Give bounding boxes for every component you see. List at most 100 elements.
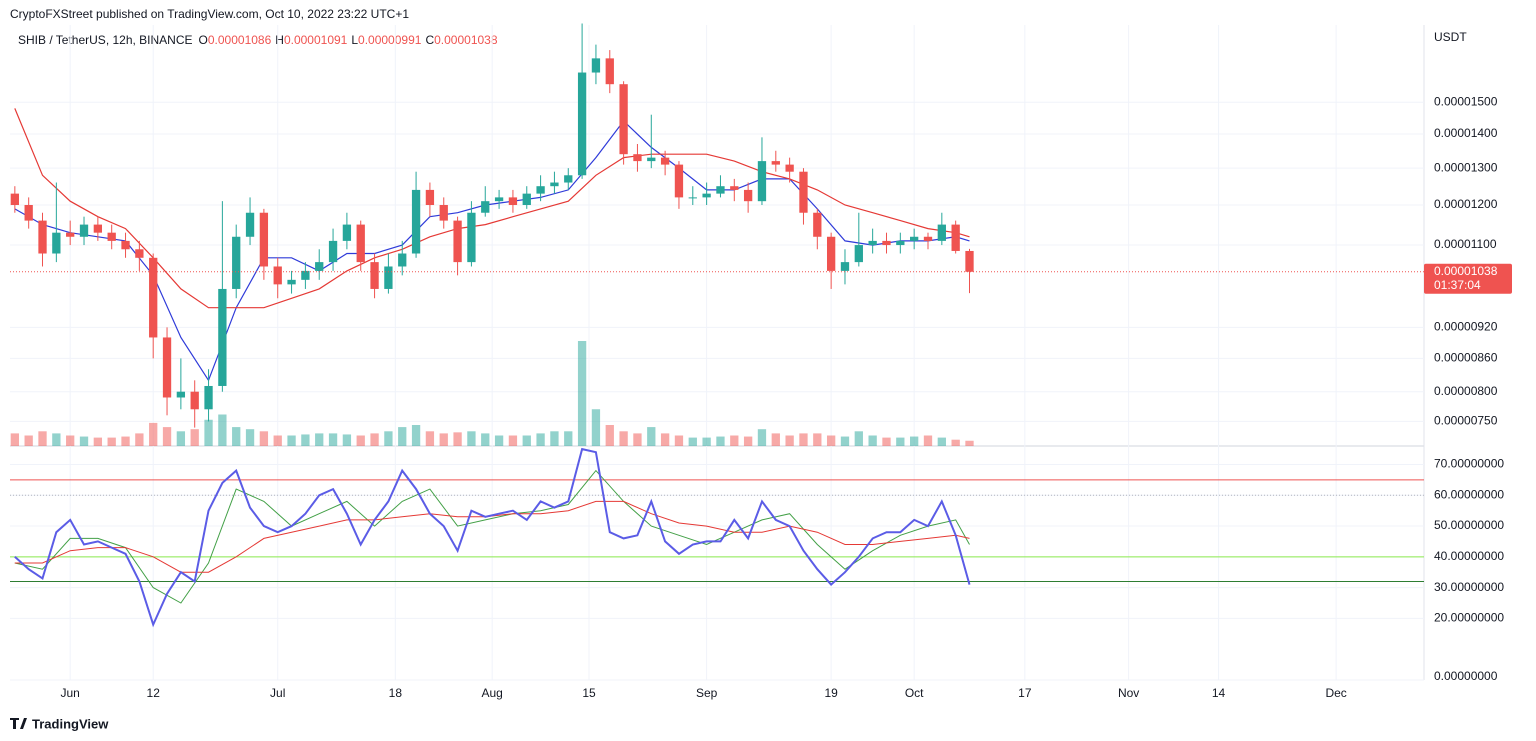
candle-body (439, 204, 448, 221)
candle-body (467, 212, 476, 263)
candle-body (937, 224, 946, 241)
candle-body (674, 164, 684, 198)
candle-body (882, 240, 891, 246)
candle-body (38, 220, 47, 254)
x-tick-label: Jun (61, 686, 80, 700)
volume-bar (785, 435, 794, 446)
candle-body (688, 197, 697, 199)
legend: SHIB / TetherUS, 12h, BINANCE O0.00001086… (18, 33, 498, 47)
volume-bar (896, 437, 905, 446)
volume-bar (204, 419, 213, 446)
volume-bar (730, 435, 739, 446)
volume-bar (522, 435, 531, 446)
candle-body (522, 193, 531, 205)
rsi-tick-label: 40.00000000 (1434, 549, 1504, 563)
volume-bar (425, 431, 435, 446)
x-tick-label: 15 (582, 686, 596, 700)
x-tick-label: Sep (696, 686, 718, 700)
volume-bar (564, 431, 573, 446)
candle-body (647, 157, 656, 162)
brand: TradingView (10, 716, 109, 731)
volume-bar (232, 427, 241, 446)
candle-body (107, 232, 116, 241)
volume-bar (702, 437, 711, 446)
y-tick-label: 0.00001200 (1434, 197, 1498, 211)
volume-bar (190, 429, 199, 446)
rsi-tick-label: 50.00000000 (1434, 518, 1504, 532)
y-tick-label: 0.00000860 (1434, 351, 1498, 365)
rsi-tick-label: 70.00000000 (1434, 457, 1504, 471)
candle-body (910, 236, 919, 241)
volume-bar (840, 436, 850, 446)
candle-body (162, 337, 172, 398)
volume-bar (79, 436, 89, 446)
candle-body (923, 236, 933, 241)
volume-bar (591, 409, 601, 446)
candle-body (494, 197, 504, 202)
candle-body (273, 266, 282, 285)
candle-body (757, 161, 767, 202)
candle-body (508, 197, 518, 205)
volume-bar (688, 437, 697, 446)
volume-bar (813, 433, 822, 446)
volume-bar (149, 422, 158, 446)
candle-body (218, 288, 227, 386)
candle-body (660, 157, 670, 165)
volume-bar (467, 431, 476, 446)
candle-body (605, 58, 614, 85)
candle-body (771, 161, 780, 165)
volume-bar (439, 433, 448, 446)
y-tick-label: 0.00001400 (1434, 126, 1498, 140)
volume-bar (93, 437, 103, 446)
x-tick-label: 17 (1018, 686, 1032, 700)
price-tag-value: 0.00001038 (1434, 264, 1498, 278)
volume-bar (757, 429, 767, 446)
candle-body (840, 262, 850, 271)
volume-bar (868, 435, 877, 446)
candle-body (730, 186, 739, 190)
legend-value: 0.00001038 (434, 33, 498, 47)
volume-bar (965, 440, 974, 446)
volume-bar (259, 431, 269, 446)
volume-bar (771, 433, 780, 446)
volume-bar (716, 436, 725, 446)
y-tick-label: 0.00000800 (1434, 384, 1498, 398)
candle-body (868, 240, 877, 246)
x-tick-label: Oct (905, 686, 924, 700)
y-tick-label: 0.00000920 (1434, 320, 1498, 334)
volume-bar (121, 436, 130, 446)
candle-body (564, 175, 573, 183)
y-tick-label: 0.00000750 (1434, 414, 1498, 428)
rsi-tick-label: 60.00000000 (1434, 487, 1504, 501)
candle-body (716, 186, 725, 194)
countdown: 01:37:04 (1434, 278, 1481, 292)
candle-body (591, 58, 601, 73)
volume-bar (937, 437, 946, 446)
volume-bar (743, 436, 753, 446)
candle-body (854, 245, 863, 263)
candle-body (245, 212, 255, 237)
volume-bar (135, 433, 144, 446)
x-tick-label: Jul (270, 686, 285, 700)
legend-value: 0.00001086 (208, 33, 272, 47)
x-tick-label: 14 (1212, 686, 1226, 700)
volume-bar (411, 425, 421, 446)
volume-bar (910, 436, 919, 446)
volume-bar (854, 431, 863, 446)
candle-body (785, 164, 794, 172)
x-tick-label: Nov (1118, 686, 1139, 700)
candle-body (190, 391, 199, 410)
volume-bar (633, 433, 642, 446)
moving-average (14, 108, 970, 309)
volume-bar (370, 433, 379, 446)
candle-body (550, 182, 559, 187)
x-tick-label: Aug (481, 686, 502, 700)
volume-bar (453, 432, 462, 446)
candle-body (453, 220, 462, 263)
x-tick-label: 19 (824, 686, 838, 700)
candle-body (633, 154, 642, 162)
candle-body (481, 201, 490, 213)
y-tick-label: 0.00001100 (1434, 237, 1497, 251)
candle-body (951, 224, 960, 251)
